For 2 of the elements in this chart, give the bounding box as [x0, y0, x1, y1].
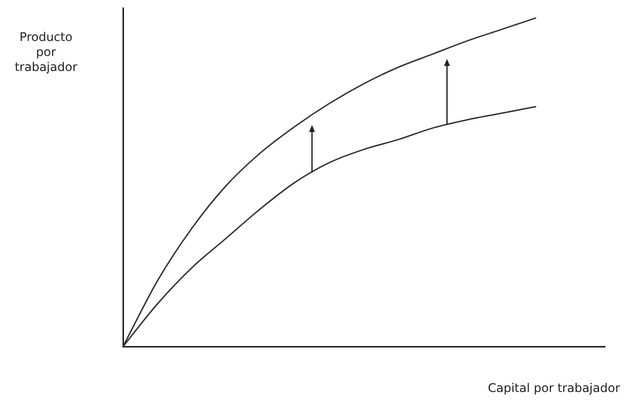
y-axis-title: Producto por trabajador	[14, 30, 78, 75]
x-axis-title: Capital por trabajador	[488, 381, 620, 395]
